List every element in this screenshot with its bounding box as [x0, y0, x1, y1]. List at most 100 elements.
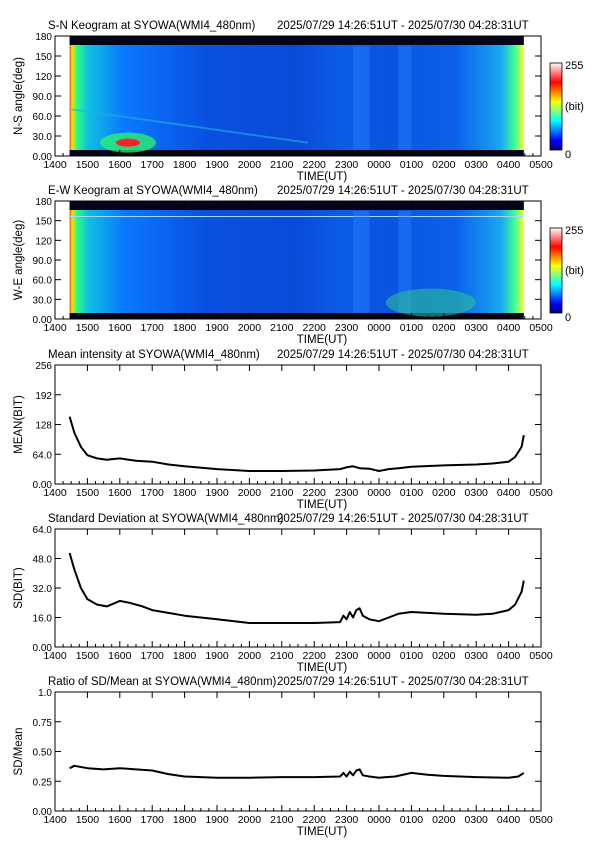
- panel-5: Ratio of SD/Mean at SYOWA(WMI4_480nm) 202…: [13, 676, 553, 838]
- y-tick-label: 0.75: [33, 718, 53, 729]
- auroral-band: [353, 46, 370, 150]
- y-tick-label: 1.0: [38, 688, 52, 699]
- x-tick-label: 2200: [303, 650, 327, 662]
- x-tick-label: 1800: [173, 814, 197, 826]
- auroral-band: [398, 211, 412, 313]
- panel-time-range: 2025/07/29 14:26:51UT - 2025/07/30 04:28…: [277, 185, 529, 197]
- x-tick-label: 2100: [270, 159, 294, 171]
- x-tick-label: 2000: [238, 650, 262, 662]
- panel-1: S-N Keogram at SYOWA(WMI4_480nm) 2025/07/…: [13, 20, 584, 183]
- x-tick-label: 1800: [173, 159, 197, 171]
- x-tick-label: 1400: [43, 487, 67, 499]
- bright-patch-core: [115, 138, 140, 147]
- y-tick-label: 0.00: [33, 480, 53, 491]
- x-tick-label: 1900: [205, 650, 229, 662]
- keogram-horizon-bottom: [69, 150, 524, 156]
- x-tick-label: 1400: [43, 322, 67, 334]
- plot-frame: [54, 364, 542, 485]
- plot-frame: [54, 691, 542, 812]
- series-line: [69, 764, 525, 779]
- y-tick-label: 0.00: [33, 315, 53, 326]
- panel-time-range: 2025/07/29 14:26:51UT - 2025/07/30 04:28…: [277, 349, 529, 361]
- y-tick-label: 0.00: [33, 152, 53, 163]
- x-tick-label: 0200: [432, 650, 456, 662]
- x-tick-label: 2000: [238, 159, 262, 171]
- panel-3: Mean intensity at SYOWA(WMI4_480nm) 2025/…: [13, 349, 553, 511]
- x-tick-label: 2200: [303, 487, 327, 499]
- y-tick-label: 60.0: [33, 112, 53, 123]
- auroral-band: [398, 46, 412, 150]
- x-tick-label: 2000: [238, 322, 262, 334]
- panel-time-range: 2025/07/29 14:26:51UT - 2025/07/30 04:28…: [277, 20, 529, 32]
- x-tick-label: 1700: [141, 159, 165, 171]
- x-tick-label: 0400: [497, 814, 521, 826]
- x-tick-label: 0300: [465, 650, 489, 662]
- x-axis-label: TIME(UT): [297, 662, 348, 674]
- keogram-horizon-top: [69, 201, 524, 210]
- x-tick-label: 2100: [270, 814, 294, 826]
- auroral-arc: [71, 108, 308, 144]
- colorbar: [549, 227, 563, 314]
- x-tick-label: 0500: [529, 650, 553, 662]
- x-tick-label: 2100: [270, 322, 294, 334]
- y-tick-label: 30.0: [33, 295, 53, 306]
- x-tick-label: 0000: [367, 159, 391, 171]
- x-tick-label: 1600: [108, 650, 132, 662]
- x-tick-label: 0100: [400, 159, 424, 171]
- y-tick-label: 192: [35, 391, 52, 402]
- x-tick-label: 0400: [497, 322, 521, 334]
- x-tick-label: 2200: [303, 322, 327, 334]
- panel-title: Standard Deviation at SYOWA(WMI4_480nm): [48, 513, 284, 525]
- x-tick-label: 0100: [400, 650, 424, 662]
- x-tick-label: 0500: [529, 814, 553, 826]
- x-tick-label: 1500: [76, 814, 100, 826]
- x-tick-label: 0200: [432, 814, 456, 826]
- panel-title: E-W Keogram at SYOWA(WMI4_480nm): [48, 185, 258, 197]
- y-axis-label: W-E angle(deg): [13, 220, 25, 300]
- x-axis-label: TIME(UT): [297, 826, 348, 838]
- y-tick-label: 0.25: [33, 777, 53, 788]
- y-tick-label: 0.00: [33, 807, 53, 818]
- x-tick-label: 2200: [303, 814, 327, 826]
- y-tick-label: 150: [35, 52, 52, 63]
- x-tick-label: 1400: [43, 650, 67, 662]
- series-line: [68, 416, 525, 472]
- x-tick-label: 1900: [205, 159, 229, 171]
- x-tick-label: 2300: [335, 814, 359, 826]
- x-tick-label: 0300: [465, 322, 489, 334]
- x-tick-label: 1900: [205, 322, 229, 334]
- y-axis-label: SD(BIT): [13, 567, 25, 609]
- x-tick-label: 1700: [141, 650, 165, 662]
- x-tick-label: 2000: [238, 814, 262, 826]
- x-tick-label: 2300: [335, 650, 359, 662]
- x-tick-label: 2200: [303, 159, 327, 171]
- auroral-patch: [385, 288, 476, 317]
- x-tick-label: 1900: [205, 814, 229, 826]
- x-tick-label: 0400: [497, 487, 521, 499]
- x-tick-label: 0100: [400, 322, 424, 334]
- y-tick-label: 64.0: [33, 525, 53, 536]
- colorbar-unit-label: (bit): [565, 101, 584, 113]
- keogram-horizon-top: [69, 36, 524, 45]
- x-tick-label: 2300: [335, 322, 359, 334]
- y-tick-label: 16.0: [33, 614, 53, 625]
- y-tick-label: 90.0: [33, 256, 53, 267]
- y-tick-label: 120: [35, 236, 52, 247]
- x-tick-label: 0300: [465, 159, 489, 171]
- x-tick-label: 1600: [108, 322, 132, 334]
- x-tick-label: 2300: [335, 159, 359, 171]
- x-tick-label: 0500: [529, 322, 553, 334]
- panel-2: E-W Keogram at SYOWA(WMI4_480nm) 2025/07/…: [13, 185, 584, 346]
- y-tick-label: 150: [35, 217, 52, 228]
- colorbar-unit-label: (bit): [565, 265, 584, 277]
- y-tick-label: 120: [35, 72, 52, 83]
- y-tick-label: 256: [35, 361, 52, 372]
- x-tick-label: 1700: [141, 814, 165, 826]
- x-tick-label: 1500: [76, 487, 100, 499]
- y-tick-label: 60.0: [33, 276, 53, 287]
- y-tick-label: 180: [35, 32, 52, 43]
- x-tick-label: 1600: [108, 487, 132, 499]
- x-tick-label: 2300: [335, 487, 359, 499]
- y-tick-label: 0.00: [33, 643, 53, 654]
